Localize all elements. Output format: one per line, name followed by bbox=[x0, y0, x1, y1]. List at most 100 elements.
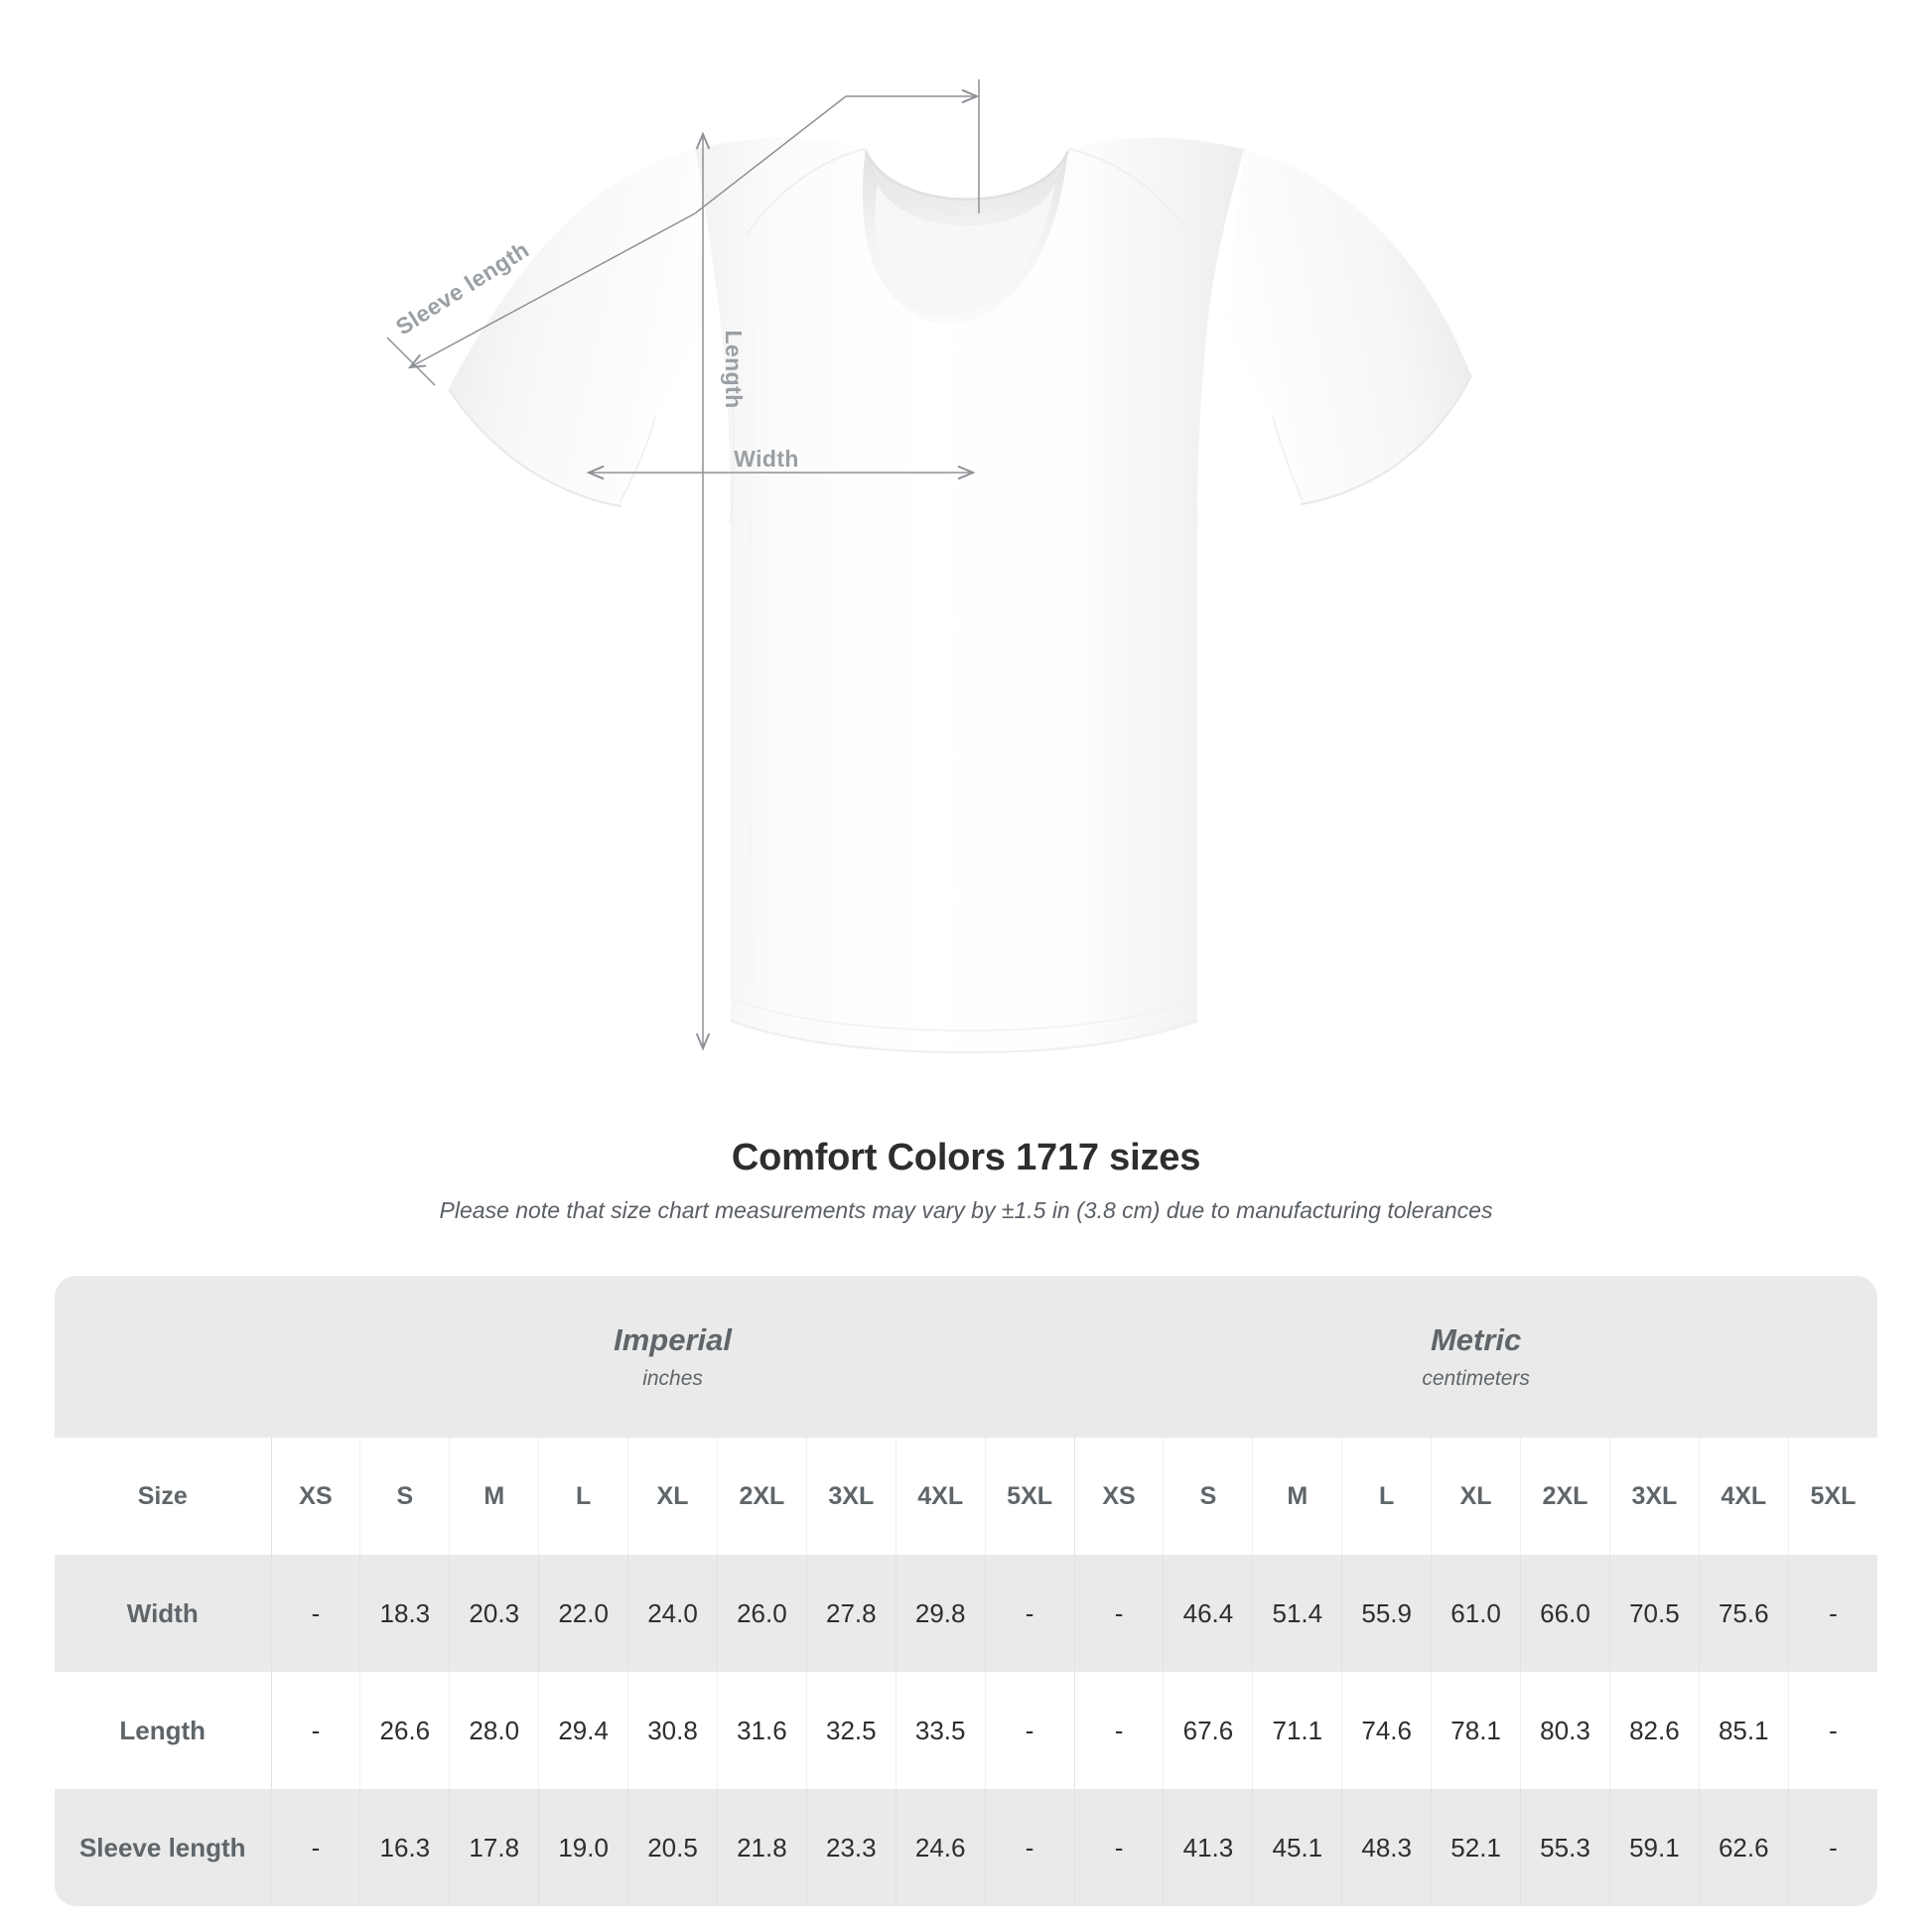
cell-width-metric-3xl: 70.5 bbox=[1608, 1555, 1700, 1672]
cell-length-metric-5xl: - bbox=[1787, 1672, 1877, 1789]
cell-length-imperial-3xl: 32.5 bbox=[805, 1672, 897, 1789]
title-block: Comfort Colors 1717 sizes Please note th… bbox=[0, 1137, 1932, 1224]
cell-sleeve-imperial-xs: - bbox=[270, 1789, 360, 1906]
cell-length-imperial-l: 29.4 bbox=[538, 1672, 628, 1789]
tshirt-illustration bbox=[448, 137, 1472, 1054]
size-header-metric-s: S bbox=[1163, 1438, 1253, 1555]
cell-length-imperial-m: 28.0 bbox=[449, 1672, 539, 1789]
cell-length-metric-2xl: 80.3 bbox=[1520, 1672, 1610, 1789]
size-table: Imperial inches Metric centimeters Size … bbox=[55, 1276, 1877, 1906]
cell-sleeve-metric-m: 45.1 bbox=[1252, 1789, 1342, 1906]
size-header-imperial-xl: XL bbox=[627, 1438, 718, 1555]
cell-sleeve-imperial-s: 16.3 bbox=[359, 1789, 450, 1906]
cell-width-imperial-xl: 24.0 bbox=[627, 1555, 718, 1672]
cell-width-metric-m: 51.4 bbox=[1252, 1555, 1342, 1672]
size-header-imperial-m: M bbox=[449, 1438, 539, 1555]
cell-sleeve-metric-l: 48.3 bbox=[1341, 1789, 1432, 1906]
unit-name-imperial: Imperial bbox=[614, 1321, 732, 1357]
unit-sub-imperial: inches bbox=[642, 1367, 703, 1391]
cell-width-imperial-5xl: - bbox=[984, 1555, 1075, 1672]
cell-sleeve-imperial-2xl: 21.8 bbox=[716, 1789, 807, 1906]
cell-sleeve-metric-4xl: 62.6 bbox=[1698, 1789, 1789, 1906]
cell-width-imperial-3xl: 27.8 bbox=[805, 1555, 897, 1672]
cell-sleeve-metric-xl: 52.1 bbox=[1431, 1789, 1521, 1906]
size-header-metric-l: L bbox=[1341, 1438, 1432, 1555]
cell-length-imperial-xl: 30.8 bbox=[627, 1672, 718, 1789]
size-header-metric-5xl: 5XL bbox=[1787, 1438, 1877, 1555]
cell-sleeve-imperial-m: 17.8 bbox=[449, 1789, 539, 1906]
cell-sleeve-metric-3xl: 59.1 bbox=[1608, 1789, 1700, 1906]
size-header-imperial-5xl: 5XL bbox=[984, 1438, 1075, 1555]
width-label: Width bbox=[734, 446, 799, 472]
cell-sleeve-imperial-l: 19.0 bbox=[538, 1789, 628, 1906]
size-header-imperial-3xl: 3XL bbox=[805, 1438, 897, 1555]
cell-sleeve-metric-s: 41.3 bbox=[1163, 1789, 1253, 1906]
size-table-container: Imperial inches Metric centimeters Size … bbox=[55, 1276, 1877, 1906]
column-header-size: Size bbox=[55, 1438, 271, 1555]
tshirt-diagram: Sleeve length Length Width bbox=[386, 79, 1472, 1054]
cell-width-imperial-s: 18.3 bbox=[359, 1555, 450, 1672]
size-header-imperial-l: L bbox=[538, 1438, 628, 1555]
cell-width-imperial-m: 20.3 bbox=[449, 1555, 539, 1672]
cell-sleeve-imperial-3xl: 23.3 bbox=[805, 1789, 897, 1906]
cell-width-metric-2xl: 66.0 bbox=[1520, 1555, 1610, 1672]
size-header-imperial-xs: XS bbox=[270, 1438, 360, 1555]
row-label-length: Length bbox=[55, 1672, 271, 1789]
size-header-imperial-2xl: 2XL bbox=[716, 1438, 807, 1555]
cell-width-metric-l: 55.9 bbox=[1341, 1555, 1432, 1672]
size-header-metric-4xl: 4XL bbox=[1698, 1438, 1789, 1555]
cell-sleeve-metric-2xl: 55.3 bbox=[1520, 1789, 1610, 1906]
cell-width-metric-xl: 61.0 bbox=[1431, 1555, 1521, 1672]
sleeve-length-arrow bbox=[407, 212, 696, 369]
unit-header-blank bbox=[55, 1276, 271, 1438]
size-header-imperial-4xl: 4XL bbox=[895, 1438, 986, 1555]
size-header-metric-3xl: 3XL bbox=[1608, 1438, 1700, 1555]
row-label-width: Width bbox=[55, 1555, 271, 1672]
size-header-row: Size XS S M L XL 2XL 3XL 4XL 5XL XS S M … bbox=[55, 1438, 1877, 1555]
size-header-metric-xl: XL bbox=[1431, 1438, 1521, 1555]
unit-header-imperial: Imperial inches bbox=[271, 1276, 1075, 1438]
cell-width-metric-s: 46.4 bbox=[1163, 1555, 1253, 1672]
cell-length-metric-xs: - bbox=[1073, 1672, 1164, 1789]
cell-length-imperial-xs: - bbox=[270, 1672, 360, 1789]
cell-length-imperial-s: 26.6 bbox=[359, 1672, 450, 1789]
cell-width-imperial-xs: - bbox=[270, 1555, 360, 1672]
cell-sleeve-imperial-xl: 20.5 bbox=[627, 1789, 718, 1906]
size-header-metric-2xl: 2XL bbox=[1520, 1438, 1610, 1555]
sleeve-connector-diagonal bbox=[694, 95, 847, 214]
unit-header-row: Imperial inches Metric centimeters bbox=[55, 1276, 1877, 1438]
page-title: Comfort Colors 1717 sizes bbox=[731, 1137, 1201, 1178]
size-header-metric-m: M bbox=[1252, 1438, 1342, 1555]
size-header-metric-xs: XS bbox=[1073, 1438, 1164, 1555]
dimension-lines bbox=[386, 79, 980, 1051]
cell-length-metric-m: 71.1 bbox=[1252, 1672, 1342, 1789]
cell-length-imperial-2xl: 31.6 bbox=[716, 1672, 807, 1789]
cell-length-metric-l: 74.6 bbox=[1341, 1672, 1432, 1789]
cell-length-imperial-4xl: 33.5 bbox=[895, 1672, 986, 1789]
table-row: Sleeve length - 16.3 17.8 19.0 20.5 21.8… bbox=[55, 1789, 1877, 1906]
tolerance-note: Please note that size chart measurements… bbox=[439, 1196, 1493, 1223]
cell-sleeve-metric-xs: - bbox=[1073, 1789, 1164, 1906]
cell-length-metric-s: 67.6 bbox=[1163, 1672, 1253, 1789]
cell-width-metric-4xl: 75.6 bbox=[1698, 1555, 1789, 1672]
size-header-imperial-s: S bbox=[359, 1438, 450, 1555]
cell-width-imperial-2xl: 26.0 bbox=[716, 1555, 807, 1672]
table-row: Width - 18.3 20.3 22.0 24.0 26.0 27.8 29… bbox=[55, 1555, 1877, 1672]
cell-sleeve-metric-5xl: - bbox=[1787, 1789, 1877, 1906]
cell-sleeve-imperial-5xl: - bbox=[984, 1789, 1075, 1906]
cell-length-imperial-5xl: - bbox=[984, 1672, 1075, 1789]
row-label-sleeve-length: Sleeve length bbox=[55, 1789, 271, 1906]
unit-sub-metric: centimeters bbox=[1422, 1367, 1530, 1391]
cell-width-metric-5xl: - bbox=[1787, 1555, 1877, 1672]
unit-header-metric: Metric centimeters bbox=[1074, 1276, 1877, 1438]
cell-width-metric-xs: - bbox=[1073, 1555, 1164, 1672]
cell-sleeve-imperial-4xl: 24.6 bbox=[895, 1789, 986, 1906]
sleeve-hem-tick bbox=[386, 337, 436, 386]
unit-name-metric: Metric bbox=[1430, 1321, 1522, 1357]
cell-width-imperial-l: 22.0 bbox=[538, 1555, 628, 1672]
cell-length-metric-4xl: 85.1 bbox=[1698, 1672, 1789, 1789]
length-label: Length bbox=[721, 330, 747, 408]
table-row: Length - 26.6 28.0 29.4 30.8 31.6 32.5 3… bbox=[55, 1672, 1877, 1789]
cell-width-imperial-4xl: 29.8 bbox=[895, 1555, 986, 1672]
